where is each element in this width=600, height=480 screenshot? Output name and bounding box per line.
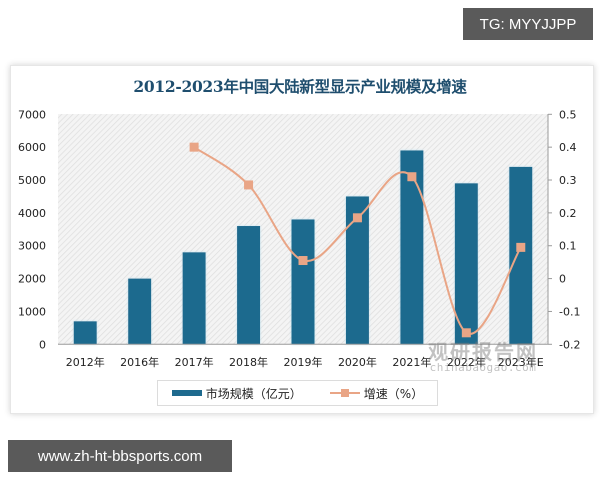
right-axis-tick-label: 0 (559, 273, 566, 286)
growth-marker (298, 256, 308, 266)
growth-marker (407, 172, 417, 182)
bar-series (73, 150, 533, 345)
right-axis-tick-label: -0.2 (559, 338, 580, 351)
chart-legend: 市场规模（亿元） 增速（%） (157, 380, 438, 406)
legend-label-market-size: 市场规模（亿元） (205, 386, 302, 401)
legend-item-growth: 增速（%） (329, 385, 424, 402)
left-axis-tick-label: 7000 (18, 108, 46, 121)
growth-marker (352, 213, 362, 223)
chart-title: 2012-2023年中国大陆新型显示产业规模及增速 (133, 77, 467, 96)
right-axis-tick-label: 0.1 (559, 240, 577, 253)
left-axis-tick-label: 0 (39, 338, 46, 351)
growth-marker (461, 328, 471, 338)
bar (454, 183, 478, 345)
bar (237, 226, 261, 345)
x-axis-tick-label: 2022年 (447, 355, 486, 369)
left-axis-tick-label: 5000 (18, 174, 46, 187)
growth-marker (244, 180, 254, 190)
right-axis-tick-label: 0.4 (559, 141, 577, 154)
bar (73, 321, 97, 345)
growth-markers (189, 142, 526, 338)
growth-marker (189, 142, 199, 152)
left-axis-tick-label: 6000 (18, 141, 46, 154)
bar (291, 219, 315, 345)
x-axis-tick-label: 2023年E (498, 355, 544, 369)
legend-label-growth: 增速（%） (363, 386, 424, 401)
bar (128, 278, 152, 345)
x-axis-tick-label: 2018年 (229, 355, 268, 369)
right-axis-tick-label: -0.1 (559, 305, 580, 318)
bar (400, 150, 424, 345)
left-axis-tick-label: 2000 (18, 273, 46, 286)
x-axis-tick-label: 2020年 (338, 355, 377, 369)
legend-item-market-size: 市场规模（亿元） (171, 385, 302, 402)
right-axis-tick-label: 0.2 (559, 207, 577, 220)
right-axis-tick-label: 0.3 (559, 174, 577, 187)
line-marker-swatch-icon (329, 388, 360, 398)
left-axis-tick-label: 4000 (18, 207, 46, 220)
bar (345, 196, 369, 345)
right-axis-ticks (548, 113, 552, 345)
left-axis-labels: 7000 6000 5000 4000 3000 2000 1000 0 (18, 108, 46, 351)
x-axis-tick-label: 2017年 (175, 355, 214, 369)
left-axis-tick-label: 1000 (18, 305, 46, 318)
bar (509, 166, 533, 345)
x-axis-tick-label: 2012年 (66, 355, 105, 369)
right-axis-labels: 0.5 0.4 0.3 0.2 0.1 0 -0.1 -0.2 (559, 108, 580, 351)
telegram-badge: TG: MYYJJPP (463, 8, 593, 40)
growth-marker (516, 242, 526, 252)
website-badge: www.zh-ht-bbsports.com (8, 440, 232, 472)
x-axis-tick-label: 2016年 (120, 355, 159, 369)
left-axis-tick-label: 3000 (18, 240, 46, 253)
bar (182, 252, 206, 345)
x-axis-tick-label: 2021年 (392, 355, 431, 369)
x-axis-labels: 2012年 2016年 2017年 2018年 2019年 2020年 2021年 2022年… (66, 355, 544, 369)
bar-swatch-icon (171, 390, 202, 396)
right-axis-tick-label: 0.5 (559, 108, 577, 121)
x-axis-tick-label: 2019年 (284, 355, 323, 369)
